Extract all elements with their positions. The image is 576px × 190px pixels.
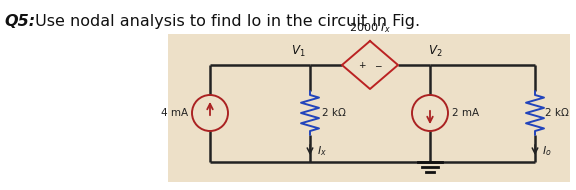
Text: 2 mA: 2 mA <box>452 108 479 118</box>
Text: 2 kΩ: 2 kΩ <box>322 108 346 118</box>
Text: 2000 $I_x$: 2000 $I_x$ <box>349 21 391 35</box>
Text: $V_2$: $V_2$ <box>428 44 442 59</box>
Text: −: − <box>374 62 382 70</box>
Bar <box>168 34 570 182</box>
Text: 2 kΩ: 2 kΩ <box>545 108 569 118</box>
Text: 4 mA: 4 mA <box>161 108 188 118</box>
Text: $I_o$: $I_o$ <box>542 144 552 158</box>
Text: Use nodal analysis to find Io in the circuit in Fig.: Use nodal analysis to find Io in the cir… <box>30 14 420 29</box>
Text: $V_1$: $V_1$ <box>291 44 306 59</box>
Text: +: + <box>358 62 366 70</box>
Text: Q5:: Q5: <box>4 14 35 29</box>
Text: $I_x$: $I_x$ <box>317 144 327 158</box>
